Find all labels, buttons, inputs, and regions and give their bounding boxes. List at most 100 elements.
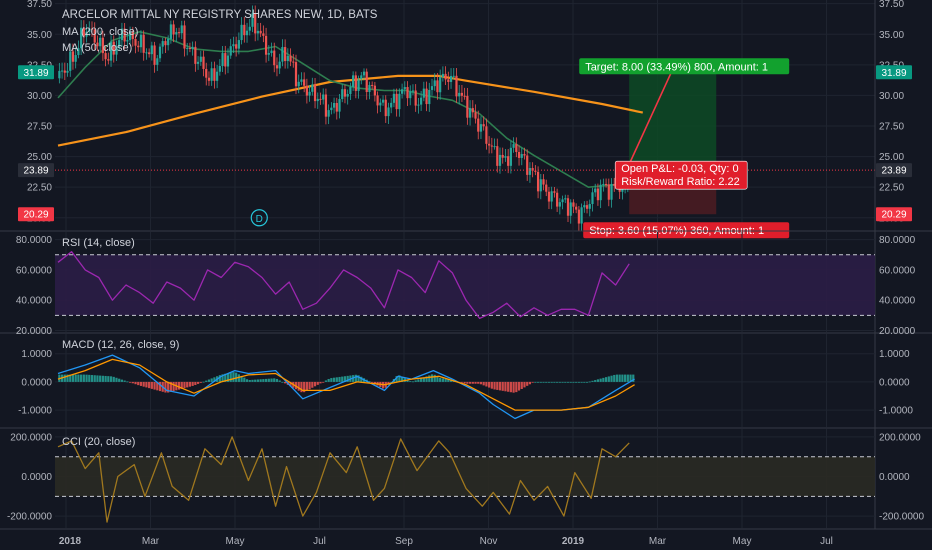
- candle[interactable]: [485, 126, 488, 144]
- candle[interactable]: [566, 198, 570, 216]
- candle[interactable]: [99, 37, 102, 47]
- candle[interactable]: [501, 154, 504, 158]
- candle[interactable]: [411, 90, 415, 92]
- candle[interactable]: [191, 46, 194, 50]
- candle[interactable]: [428, 89, 431, 105]
- candle[interactable]: [148, 52, 151, 55]
- candle[interactable]: [474, 112, 477, 119]
- candle[interactable]: [139, 34, 143, 48]
- candle[interactable]: [520, 154, 523, 158]
- candle[interactable]: [273, 50, 276, 66]
- candle[interactable]: [60, 70, 64, 72]
- candle[interactable]: [134, 39, 137, 46]
- candle[interactable]: [88, 28, 91, 32]
- candle[interactable]: [109, 41, 113, 61]
- candle[interactable]: [479, 124, 483, 132]
- candle[interactable]: [493, 146, 496, 148]
- candle[interactable]: [156, 58, 159, 65]
- candle[interactable]: [585, 205, 589, 209]
- candle[interactable]: [281, 47, 284, 62]
- candle[interactable]: [523, 154, 526, 156]
- candle[interactable]: [594, 188, 597, 193]
- candle[interactable]: [490, 145, 493, 147]
- candle[interactable]: [213, 68, 216, 81]
- candle[interactable]: [341, 89, 344, 100]
- candle[interactable]: [458, 92, 461, 97]
- candle[interactable]: [196, 61, 200, 64]
- candle[interactable]: [332, 103, 336, 108]
- candle[interactable]: [194, 46, 197, 64]
- candle[interactable]: [430, 86, 434, 90]
- candle[interactable]: [349, 86, 352, 94]
- candle[interactable]: [452, 75, 455, 77]
- candle[interactable]: [607, 184, 610, 200]
- candle[interactable]: [575, 206, 578, 210]
- candle[interactable]: [131, 31, 134, 40]
- candle[interactable]: [172, 24, 175, 35]
- candle[interactable]: [210, 68, 213, 81]
- candle[interactable]: [126, 40, 129, 42]
- candle[interactable]: [577, 209, 580, 224]
- candle[interactable]: [221, 53, 224, 67]
- candle[interactable]: [245, 30, 249, 36]
- candle[interactable]: [425, 88, 428, 105]
- candle[interactable]: [365, 71, 368, 93]
- candle[interactable]: [447, 79, 450, 82]
- candle[interactable]: [216, 71, 219, 81]
- candle[interactable]: [496, 146, 499, 166]
- candle[interactable]: [556, 192, 559, 207]
- candle[interactable]: [338, 99, 341, 112]
- candle[interactable]: [254, 13, 257, 34]
- candle[interactable]: [528, 168, 532, 175]
- candle[interactable]: [284, 47, 287, 62]
- candle[interactable]: [613, 183, 616, 186]
- candle[interactable]: [444, 73, 447, 80]
- candle[interactable]: [398, 93, 401, 110]
- candle[interactable]: [300, 79, 303, 82]
- candle[interactable]: [248, 26, 251, 31]
- candle[interactable]: [74, 55, 77, 62]
- candle[interactable]: [547, 191, 551, 202]
- candle[interactable]: [175, 32, 178, 35]
- candle[interactable]: [303, 79, 306, 86]
- candle[interactable]: [243, 24, 246, 36]
- candle[interactable]: [330, 107, 333, 111]
- candle[interactable]: [153, 45, 156, 65]
- candle[interactable]: [237, 40, 240, 49]
- dividend-marker[interactable]: [250, 209, 268, 227]
- candle[interactable]: [270, 50, 273, 54]
- candle[interactable]: [561, 199, 564, 203]
- candle[interactable]: [477, 118, 480, 132]
- candle[interactable]: [267, 53, 270, 55]
- candle[interactable]: [368, 84, 371, 93]
- candle[interactable]: [400, 89, 404, 94]
- candle[interactable]: [311, 84, 314, 92]
- candle[interactable]: [504, 156, 507, 158]
- candle[interactable]: [297, 81, 300, 87]
- candle[interactable]: [542, 179, 545, 185]
- candle[interactable]: [93, 29, 96, 43]
- candle[interactable]: [286, 55, 289, 62]
- candle[interactable]: [515, 144, 518, 152]
- candle[interactable]: [387, 107, 390, 117]
- candle[interactable]: [278, 61, 281, 69]
- candle[interactable]: [531, 168, 534, 171]
- candle[interactable]: [177, 32, 181, 34]
- candle[interactable]: [226, 55, 230, 67]
- target-arrow[interactable]: [628, 62, 677, 165]
- candle[interactable]: [256, 30, 260, 34]
- candle[interactable]: [115, 46, 118, 55]
- candle[interactable]: [289, 55, 292, 62]
- candle[interactable]: [545, 184, 548, 192]
- candle[interactable]: [371, 84, 374, 86]
- candle[interactable]: [313, 84, 317, 102]
- candle[interactable]: [322, 94, 325, 100]
- candle[interactable]: [142, 34, 145, 53]
- candle[interactable]: [539, 179, 542, 192]
- candle[interactable]: [422, 88, 425, 98]
- candle[interactable]: [406, 87, 409, 99]
- candle[interactable]: [390, 102, 393, 108]
- candle[interactable]: [308, 91, 311, 96]
- candle[interactable]: [262, 33, 265, 36]
- candle[interactable]: [403, 87, 406, 90]
